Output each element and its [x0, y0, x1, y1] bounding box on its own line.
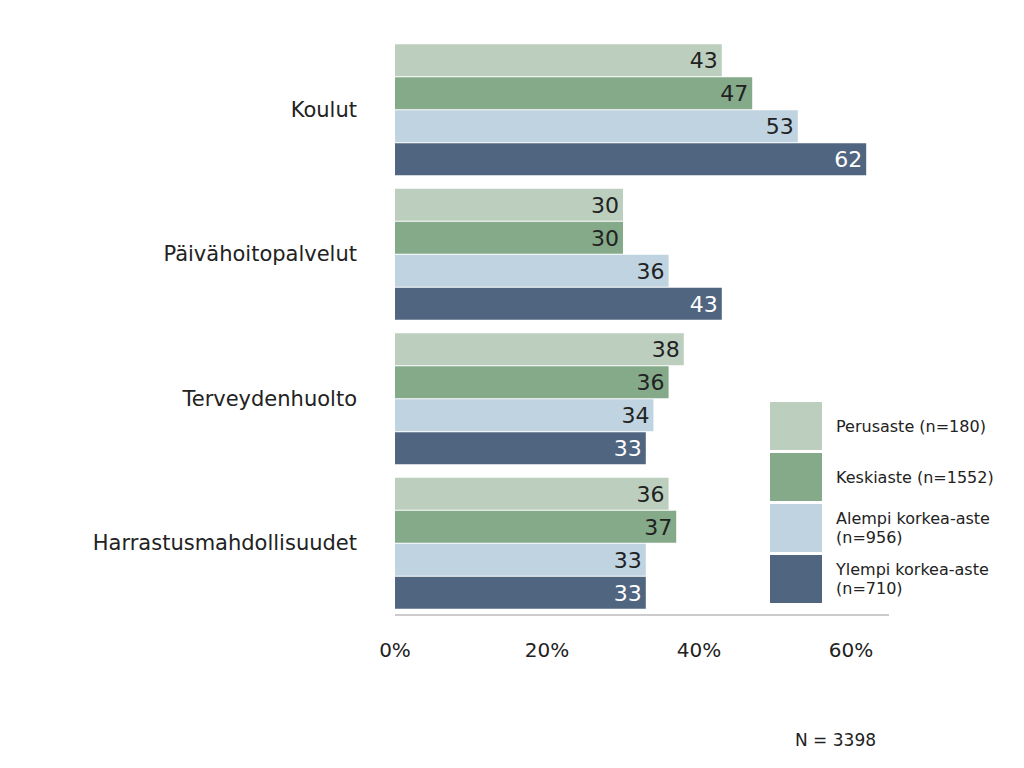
svg-text:0%: 0%: [379, 638, 411, 662]
svg-text:30: 30: [591, 226, 619, 251]
svg-text:38: 38: [652, 337, 680, 362]
svg-text:36: 36: [637, 259, 665, 284]
svg-text:Koulut: Koulut: [291, 98, 357, 122]
html-text:Alempi korkea-aste (n=956): Alempi korkea-aste (n=956): [836, 509, 990, 547]
svg-text:33: 33: [614, 548, 642, 573]
svg-text:60%: 60%: [829, 638, 873, 662]
svg-text:34: 34: [621, 403, 649, 428]
svg-text:36: 36: [637, 482, 665, 507]
svg-text:Harrastusmahdollisuudet: Harrastusmahdollisuudet: [93, 531, 357, 555]
svg-text:62: 62: [834, 147, 862, 172]
html-text:N = 3398: N = 3398: [795, 730, 876, 750]
html-text:Keskiaste (n=1552): Keskiaste (n=1552): [836, 467, 994, 487]
svg-text:37: 37: [644, 515, 672, 540]
svg-text:43: 43: [690, 48, 718, 73]
svg-text:40%: 40%: [677, 638, 721, 662]
svg-text:33: 33: [614, 581, 642, 606]
svg-text:53: 53: [766, 114, 794, 139]
svg-text:Päivähoitopalvelut: Päivähoitopalvelut: [163, 242, 357, 266]
svg-text:47: 47: [720, 81, 748, 106]
svg-text:Terveydenhuolto: Terveydenhuolto: [181, 387, 357, 411]
svg-text:30: 30: [591, 193, 619, 218]
svg-text:43: 43: [690, 292, 718, 317]
svg-text:36: 36: [637, 370, 665, 395]
svg-text:33: 33: [614, 436, 642, 461]
svg-text:20%: 20%: [525, 638, 569, 662]
html-text:Ylempi korkea-aste (n=710): Ylempi korkea-aste (n=710): [836, 560, 989, 598]
html-text:Perusaste (n=180): Perusaste (n=180): [836, 416, 986, 436]
